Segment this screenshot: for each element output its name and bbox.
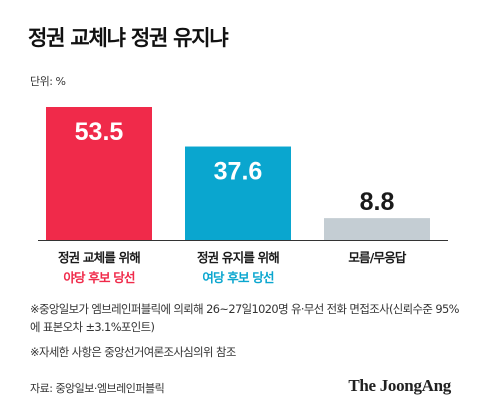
unit-label: 단위: % [30,75,66,88]
bar-3 [324,218,430,240]
brand-logo: The JoongAng [348,376,451,395]
source-label: 자료: 중앙일보·엠브레인퍼블릭 [30,382,165,395]
bar-value-label: 37.6 [214,158,263,186]
category-label: 모름/무응답 [348,250,407,265]
bar-1 [46,107,152,240]
category-label: 정권 유지를 위해 [197,250,279,265]
bar-value-label: 53.5 [75,118,124,146]
bar-value-label: 8.8 [360,188,395,216]
bar-2 [185,146,291,240]
chart-title: 정권 교체냐 정권 유지냐 [28,26,229,50]
category-sublabel: 여당 후보 당선 [202,270,274,285]
reference-note: ※자세한 사항은 중앙선거여론조사심의위 참조 [30,345,236,359]
category-label: 정권 교체를 위해 [58,250,140,265]
survey-note: ※중앙일보가 엠브레인퍼블릭에 의뢰해 26~27일1020명 유·무선 전화 … [30,302,459,334]
category-sublabel: 야당 후보 당선 [63,270,135,285]
